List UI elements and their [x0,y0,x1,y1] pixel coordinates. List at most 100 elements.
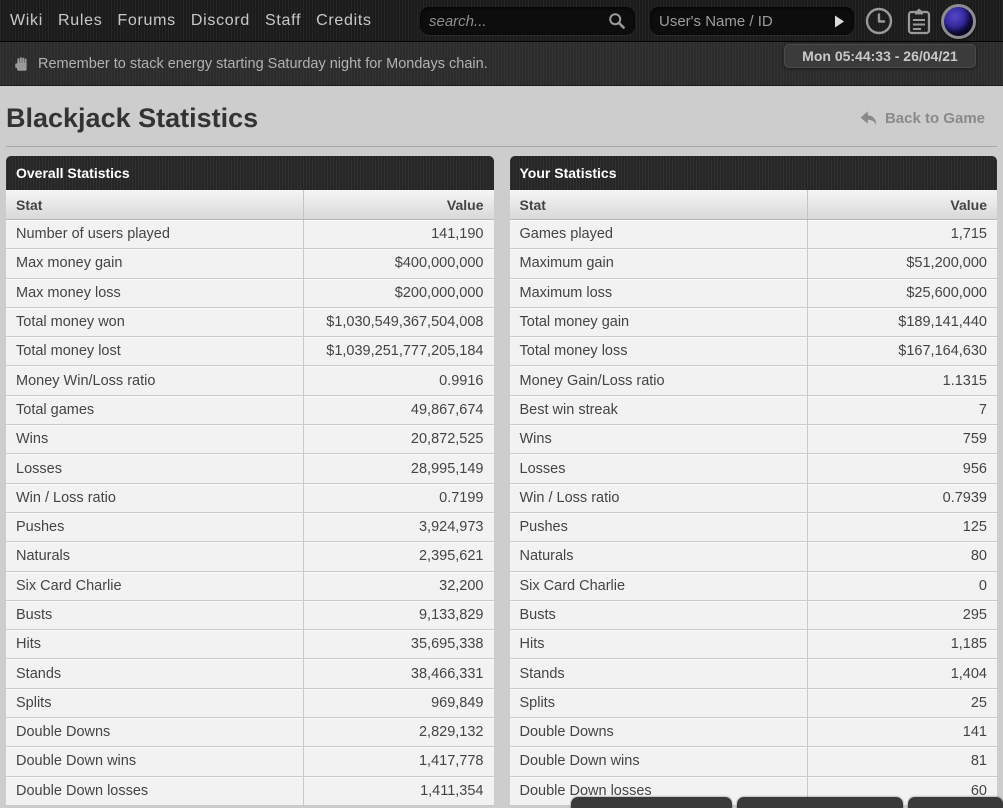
stat-value: 141 [806,718,997,747]
stat-value: 35,695,338 [303,630,493,659]
stat-value: 125 [806,512,997,542]
back-to-game-link[interactable]: Back to Game [859,110,997,127]
stat-label: Total money gain [519,314,630,331]
stat-value: 7 [806,395,997,425]
table-row: Win / Loss ratio 0.7939 [509,483,997,513]
main-content: Blackjack Statistics Back to Game Overal… [0,86,1003,806]
overall-statistics-table: Number of users played 141,190 Max money… [6,220,494,806]
stat-value: 38,466,331 [303,659,493,688]
stat-value: 3,924,973 [303,512,493,542]
clock-icon[interactable] [864,6,894,36]
stat-value: 1,715 [806,220,997,249]
column-header-stat: Stat [519,196,546,213]
stat-value: 0.9916 [303,366,493,395]
search-icon[interactable] [608,12,626,30]
nav-links: Wiki Rules Forums Discord Staff Credits [0,12,387,30]
stat-label: Double Down losses [519,782,652,799]
stat-label: Max money loss [16,284,121,301]
bottom-partial-button[interactable] [737,797,903,808]
table-row: Naturals 80 [509,542,997,572]
page-title: Blackjack Statistics [6,102,259,133]
stat-label: Six Card Charlie [16,577,122,594]
stat-value: $1,030,549,367,504,008 [303,307,493,337]
nav-link[interactable]: Rules [58,11,103,29]
user-search-input[interactable] [659,12,834,30]
stat-label: Best win streak [519,401,618,418]
stat-value: 759 [806,425,997,454]
top-nav-bar: Wiki Rules Forums Discord Staff Credits [0,0,1003,42]
table-row: Naturals 2,395,621 [6,542,494,572]
stat-label: Total money loss [519,343,628,360]
profile-avatar[interactable] [941,4,976,39]
table-row: Games played 1,715 [509,220,997,250]
title-divider [6,146,997,147]
table-row: Money Win/Loss ratio 0.9916 [6,366,494,396]
stat-label: Maximum gain [519,255,614,272]
table-row: Total games 49,867,674 [6,395,494,426]
overall-statistics-panel: Overall Statistics Stat Value Number of … [6,156,494,806]
table-row: Money Gain/Loss ratio 1.1315 [509,366,997,396]
search-input[interactable] [429,12,608,30]
stat-label: Double Downs [519,724,614,741]
stat-value: 81 [806,747,997,776]
table-row: Stands 1,404 [509,659,997,689]
stat-label: Max money gain [16,255,123,272]
stat-value: 0.7199 [303,483,493,512]
stat-value: 20,872,525 [303,425,493,454]
table-row: Double Downs 141 [509,718,997,748]
table-row: Total money gain $189,141,440 [509,307,997,338]
stat-value: $400,000,000 [303,249,493,278]
stat-value: 969,849 [303,688,493,718]
stat-label: Busts [16,607,53,623]
bottom-partial-button[interactable] [908,797,1003,808]
table-row: Stands 38,466,331 [6,659,494,689]
stat-value: $200,000,000 [303,278,493,307]
column-header-stat: Stat [16,196,43,213]
nav-link[interactable]: Wiki [10,11,44,29]
stat-label: Double Downs [16,724,111,741]
column-header-value: Value [303,190,493,219]
stat-value: 32,200 [303,571,493,600]
table-row: Total money loss $167,164,630 [509,337,997,367]
stat-label: Six Card Charlie [519,577,626,594]
stat-label: Double Down wins [519,753,640,770]
stat-label: Money Gain/Loss ratio [519,372,665,389]
stat-value: $51,200,000 [806,249,997,278]
user-submit-icon[interactable] [834,15,845,28]
nav-link[interactable]: Credits [316,11,372,29]
table-row: Hits 1,185 [509,630,997,660]
user-search-box[interactable] [650,7,854,35]
table-row: Six Card Charlie 0 [509,571,997,601]
stat-label: Busts [519,607,556,623]
stat-label: Win / Loss ratio [16,489,116,506]
table-row: Wins 20,872,525 [6,425,494,455]
stat-label: Stands [519,665,565,682]
stat-value: $167,164,630 [806,337,997,366]
stat-label: Double Down wins [16,753,137,770]
nav-link[interactable]: Staff [265,11,302,29]
stat-value: 295 [806,600,997,630]
stat-value: 60 [806,776,997,805]
table-row: Losses 28,995,149 [6,454,494,484]
stat-value: 2,829,132 [303,718,493,747]
clipboard-icon[interactable] [904,6,934,36]
table-row: Max money gain $400,000,000 [6,249,494,279]
table-row: Busts 9,133,829 [6,600,494,631]
stat-value: 1.1315 [806,366,997,395]
stat-value: 1,404 [806,659,997,688]
server-time-tooltip: Mon 05:44:33 - 26/04/21 [784,44,976,68]
stat-label: Wins [16,431,49,448]
stat-value: 2,395,621 [303,542,493,571]
search-box[interactable] [420,7,635,35]
nav-link[interactable]: Discord [190,11,250,29]
table-row: Maximum loss $25,600,000 [509,278,997,308]
bottom-partial-button[interactable] [571,797,732,808]
stat-label: Naturals [16,548,70,565]
stat-label: Money Win/Loss ratio [16,372,156,389]
stat-label: Wins [519,431,552,448]
stat-label: Total money lost [16,343,121,360]
stat-label: Games played [519,226,614,243]
raised-fist-icon [14,56,29,72]
stat-value: 9,133,829 [303,600,493,630]
nav-link[interactable]: Forums [117,11,176,29]
